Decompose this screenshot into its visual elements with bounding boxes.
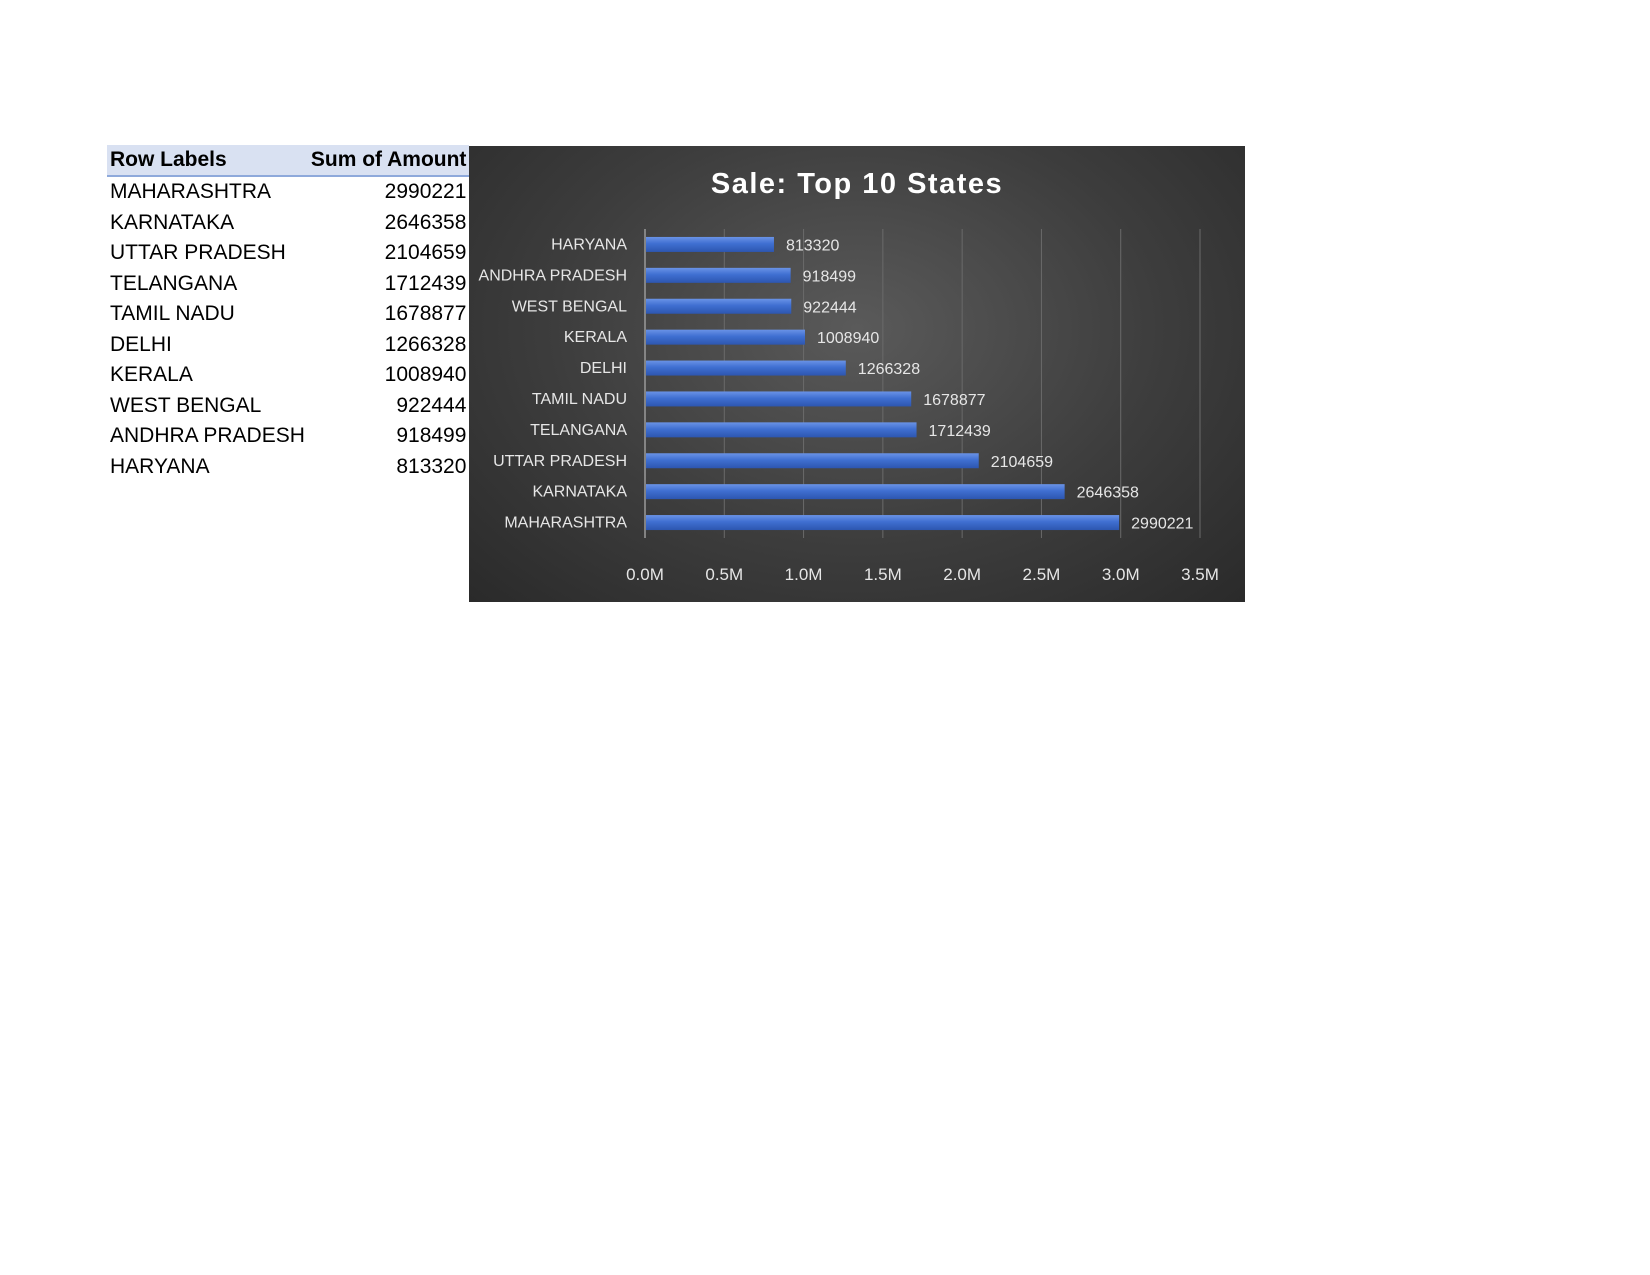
row-label-cell[interactable]: ANDHRA PRADESH [110, 424, 305, 448]
table-row[interactable]: KERALA 1008940 [107, 360, 469, 391]
sum-of-amount-cell[interactable]: 922444 [396, 393, 467, 417]
bar[interactable] [646, 422, 917, 438]
table-row[interactable]: TELANGANA 1712439 [107, 269, 469, 300]
data-label: 1678877 [923, 392, 985, 409]
category-label: KERALA [564, 329, 627, 346]
x-tick-label: 0.5M [705, 565, 743, 584]
sum-of-amount-cell[interactable]: 1266328 [384, 332, 467, 356]
row-label-cell[interactable]: TAMIL NADU [110, 302, 235, 326]
table-row[interactable]: KARNATAKA 2646358 [107, 208, 469, 239]
x-tick-label: 2.5M [1023, 565, 1061, 584]
sum-of-amount-cell[interactable]: 1712439 [384, 271, 467, 295]
row-label-cell[interactable]: KERALA [110, 363, 193, 387]
bar[interactable] [646, 515, 1120, 531]
data-label: 1008940 [817, 330, 879, 347]
sum-of-amount-cell[interactable]: 918499 [396, 424, 467, 448]
x-tick-label: 3.0M [1102, 565, 1140, 584]
x-tick-label: 1.0M [785, 565, 823, 584]
table-row[interactable]: UTTAR PRADESH 2104659 [107, 238, 469, 269]
row-label-cell[interactable]: KARNATAKA [110, 210, 235, 234]
data-label: 2104659 [991, 454, 1053, 471]
category-label: MAHARASHTRA [504, 515, 627, 532]
bar[interactable] [646, 360, 846, 376]
row-labels-header[interactable]: Row Labels [107, 145, 308, 177]
category-label: UTTAR PRADESH [493, 453, 627, 470]
data-label: 1266328 [858, 361, 920, 378]
row-label-cell[interactable]: HARYANA [110, 454, 210, 478]
sum-of-amount-cell[interactable]: 813320 [396, 454, 467, 478]
sum-of-amount-cell[interactable]: 2104659 [384, 241, 467, 265]
bar[interactable] [646, 484, 1065, 500]
bar-layer [646, 236, 1120, 531]
category-label: DELHI [580, 360, 627, 377]
sum-of-amount-header[interactable]: Sum of Amount [307, 145, 470, 177]
data-label: 1712439 [929, 423, 991, 440]
sum-of-amount-cell[interactable]: 1008940 [384, 363, 467, 387]
chart-title: Sale: Top 10 States [711, 168, 1003, 200]
bar[interactable] [646, 329, 805, 345]
chart-svg: Sale: Top 10 States 0.0M 0.5M 1.0M 1.5M 2.0M… [479, 168, 1219, 584]
pivot-header-row: Row Labels Sum of Amount [107, 145, 470, 177]
sum-of-amount-cell[interactable]: 2990221 [384, 180, 467, 204]
bar-chart[interactable]: Sale: Top 10 States 0.0M 0.5M 1.0M 1.5M 2.0M… [469, 146, 1245, 602]
category-label: ANDHRA PRADESH [479, 267, 627, 284]
x-tick-label: 0.0M [626, 565, 664, 584]
bar[interactable] [646, 267, 791, 283]
category-label: KARNATAKA [532, 484, 627, 501]
label-layer: 0.0M 0.5M 1.0M 1.5M 2.0M 2.5M 3.0M 3.5M HARYANA 8… [479, 236, 1219, 584]
data-label: 2646358 [1077, 485, 1139, 502]
table-row[interactable]: ANDHRA PRADESH 918499 [107, 421, 469, 452]
table-row[interactable]: HARYANA 813320 [107, 452, 469, 483]
category-label: TAMIL NADU [532, 391, 627, 408]
pivot-table: Row Labels Sum of Amount MAHARASHTRA 2990… [107, 145, 470, 483]
sum-of-amount-cell[interactable]: 2646358 [384, 210, 467, 234]
bar[interactable] [646, 236, 774, 252]
row-label-cell[interactable]: WEST BENGAL [110, 393, 262, 417]
x-tick-label: 3.5M [1181, 565, 1219, 584]
table-row[interactable]: WEST BENGAL 922444 [107, 391, 469, 422]
row-label-cell[interactable]: UTTAR PRADESH [110, 241, 286, 265]
category-label: TELANGANA [530, 422, 627, 439]
data-label: 918499 [803, 268, 856, 285]
data-label: 922444 [803, 299, 856, 316]
row-label-cell[interactable]: DELHI [110, 332, 172, 356]
table-row[interactable]: DELHI 1266328 [107, 330, 469, 361]
x-tick-label: 2.0M [943, 565, 981, 584]
x-tick-label: 1.5M [864, 565, 902, 584]
table-row[interactable]: MAHARASHTRA 2990221 [107, 176, 469, 208]
bar[interactable] [646, 453, 979, 469]
table-row[interactable]: TAMIL NADU 1678877 [107, 299, 469, 330]
sum-of-amount-cell[interactable]: 1678877 [384, 302, 467, 326]
row-label-cell[interactable]: TELANGANA [110, 271, 238, 295]
bar[interactable] [646, 298, 792, 314]
bar[interactable] [646, 391, 912, 407]
grid-layer [644, 229, 1201, 538]
category-label: WEST BENGAL [512, 298, 627, 315]
category-label: HARYANA [551, 236, 627, 253]
data-label: 813320 [786, 237, 839, 254]
data-label: 2990221 [1131, 516, 1193, 533]
row-label-cell[interactable]: MAHARASHTRA [110, 180, 272, 204]
